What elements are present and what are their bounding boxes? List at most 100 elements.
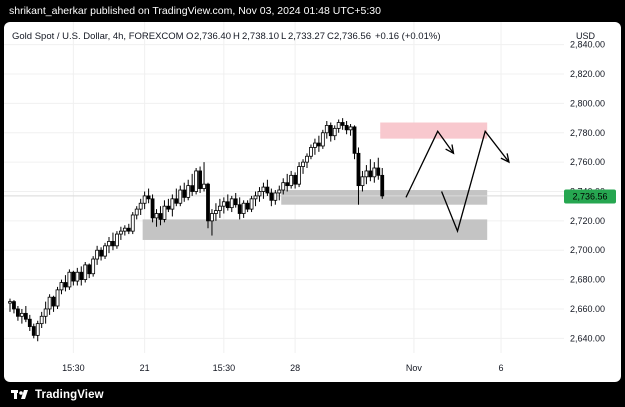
candle-body <box>277 189 282 194</box>
candle-body <box>63 282 68 288</box>
candle-body <box>23 312 28 320</box>
price-tick-label: 2,820.00 <box>570 69 605 79</box>
candle-body <box>182 189 187 198</box>
price-tick-label: 2,680.00 <box>570 275 605 285</box>
candle-body <box>340 122 345 126</box>
tradingview-logo-text: TradingView <box>35 388 104 401</box>
tradingview-logo[interactable]: TradingView <box>11 389 104 401</box>
high-label: H <box>233 31 240 42</box>
candle-body <box>198 170 202 189</box>
candle-body <box>59 282 64 291</box>
candle-body <box>257 191 262 197</box>
candle-body <box>313 142 317 148</box>
gray-zone-lower <box>142 219 488 240</box>
candle-body <box>217 205 222 211</box>
price-tick-label: 2,700.00 <box>570 245 605 255</box>
candle-body <box>150 198 155 219</box>
candle-body <box>320 132 325 147</box>
candle-body <box>55 289 60 307</box>
candle-body <box>47 296 52 310</box>
arrow-zigzag-head <box>500 153 510 164</box>
tradingview-logo-icon <box>11 390 28 399</box>
candle-body <box>210 213 214 222</box>
price-tick-label: 2,720.00 <box>570 216 605 226</box>
candle-body <box>174 198 179 204</box>
candle-body <box>348 126 353 131</box>
legend-symbol: Gold Spot / U.S. Dollar, 4h, FOREXCOM <box>12 31 184 42</box>
zones <box>142 122 488 240</box>
candle-body <box>265 186 270 194</box>
candle-body <box>372 167 377 178</box>
price-tick-label: 2,640.00 <box>570 333 605 343</box>
chart-panel[interactable]: 2,840.00 2,820.00 2,800.00 2,780.00 2,760.00… <box>4 22 621 382</box>
candle-body <box>206 183 210 222</box>
time-axis[interactable]: 15:30 21 15:30 28 Nov 6 <box>62 363 503 373</box>
candle-body <box>245 202 250 210</box>
candle-body <box>336 122 341 129</box>
candle-body <box>142 195 147 204</box>
candle-body <box>229 198 234 209</box>
currency-label[interactable]: USD <box>576 31 596 41</box>
open-value: 2,736.40 <box>194 31 231 42</box>
candle-body <box>360 176 365 187</box>
candle-body <box>301 161 305 167</box>
candle-body <box>316 142 321 147</box>
candle-body <box>166 205 171 210</box>
close-label: C <box>327 31 334 42</box>
candle-body <box>16 308 20 317</box>
candle-body <box>368 170 373 178</box>
candle-body <box>293 174 298 185</box>
candle-body <box>8 301 12 304</box>
change-value: +0.16 (+0.01%) <box>375 31 441 42</box>
high-value: 2,738.10 <box>242 31 279 42</box>
candle-body <box>83 264 88 280</box>
candle-body <box>261 186 266 192</box>
candle-body <box>352 126 357 154</box>
candle-body <box>297 166 301 185</box>
candle-body <box>190 185 195 192</box>
time-tick-label: 15:30 <box>62 363 85 373</box>
time-tick-label: 6 <box>499 363 504 373</box>
publisher-line: shrikant_aherkar published on TradingVie… <box>9 5 381 17</box>
candle-body <box>134 208 139 216</box>
candle-body <box>364 170 369 178</box>
arrow-up-head <box>445 144 455 155</box>
gray-zone-upper <box>281 190 488 205</box>
candles <box>8 118 385 342</box>
arrow-up <box>405 130 455 198</box>
candle-body <box>221 201 226 207</box>
candle-body <box>376 167 381 176</box>
candlestick-chart[interactable]: 2,840.00 2,820.00 2,800.00 2,780.00 2,760.00… <box>4 22 621 382</box>
candle-body <box>51 296 56 307</box>
candle-body <box>332 127 337 137</box>
price-axis[interactable]: 2,840.00 2,820.00 2,800.00 2,780.00 2,760.00… <box>570 40 605 344</box>
candle-body <box>202 183 206 189</box>
candle-body <box>249 198 254 210</box>
legend-ohlc: O 2,736.40 H 2,738.10 L 2,733.27 C 2,736… <box>186 31 441 42</box>
low-value: 2,733.27 <box>288 31 325 42</box>
candle-body <box>186 185 191 198</box>
candle-body <box>39 315 44 325</box>
candle-body <box>138 202 143 210</box>
candle-body <box>285 182 290 187</box>
candle-body <box>154 213 159 219</box>
candle-body <box>107 241 111 247</box>
candle-body <box>99 249 103 257</box>
footer-bar: TradingView <box>0 382 625 407</box>
close-value: 2,736.56 <box>334 31 371 42</box>
candle-body <box>87 264 92 275</box>
candle-body <box>71 271 76 282</box>
pink-supply-zone <box>380 122 488 139</box>
candle-body <box>253 195 258 200</box>
candle-body <box>91 258 96 275</box>
price-tick-label: 2,760.00 <box>570 157 605 167</box>
candle-body <box>118 230 123 235</box>
price-tick-label: 2,780.00 <box>570 128 605 138</box>
candle-body <box>75 271 80 282</box>
time-tick-label: 21 <box>140 363 150 373</box>
time-tick-label: Nov <box>406 363 423 373</box>
candle-body <box>130 214 135 232</box>
candle-body <box>233 198 238 206</box>
candle-body <box>324 125 329 134</box>
candle-body <box>225 201 230 209</box>
